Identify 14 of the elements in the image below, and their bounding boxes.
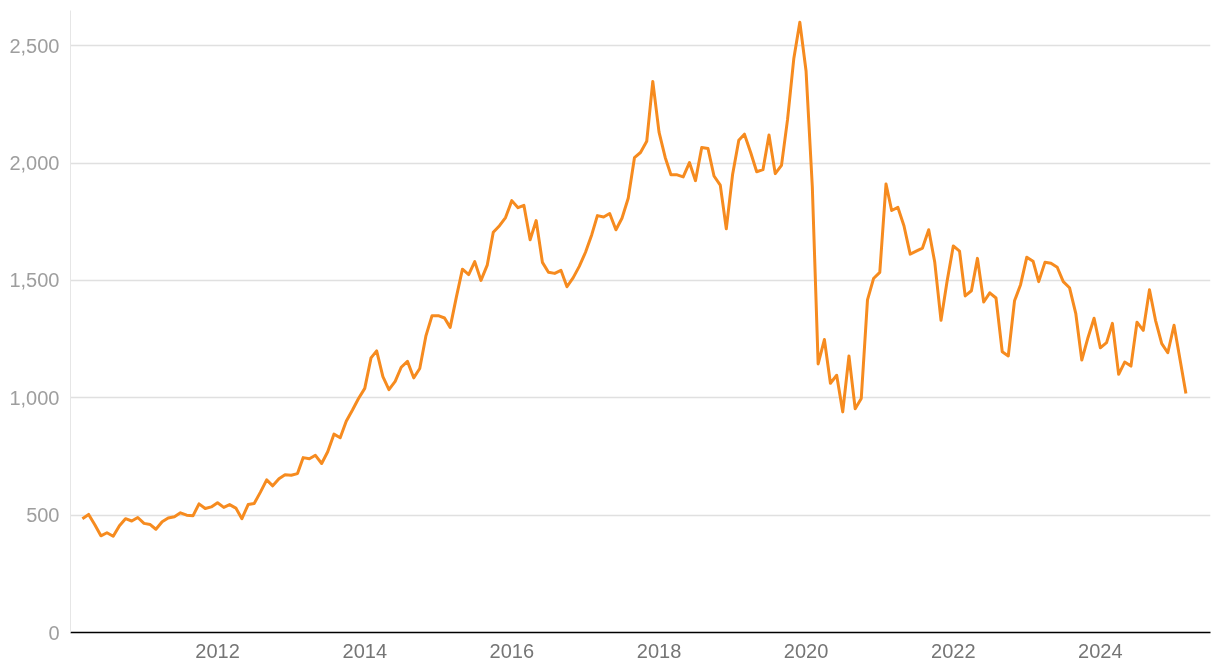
y-tick-label: 500 xyxy=(26,504,60,527)
y-tick-label: 1,000 xyxy=(9,386,60,409)
x-tick-label: 2016 xyxy=(489,639,535,662)
x-tick-label: 2022 xyxy=(931,639,976,662)
x-tick-label: 2024 xyxy=(1078,639,1123,662)
y-tick-label: 2,000 xyxy=(9,152,60,175)
y-tick-label: 1,500 xyxy=(9,269,60,292)
x-tick-label: 2018 xyxy=(636,639,682,662)
y-tick-label: 0 xyxy=(48,621,60,644)
x-tick-label: 2014 xyxy=(342,639,388,662)
y-tick-label: 2,500 xyxy=(9,34,60,57)
x-tick-label: 2012 xyxy=(195,639,240,662)
line-series xyxy=(80,20,1188,538)
x-tick-label: 2020 xyxy=(783,639,829,662)
